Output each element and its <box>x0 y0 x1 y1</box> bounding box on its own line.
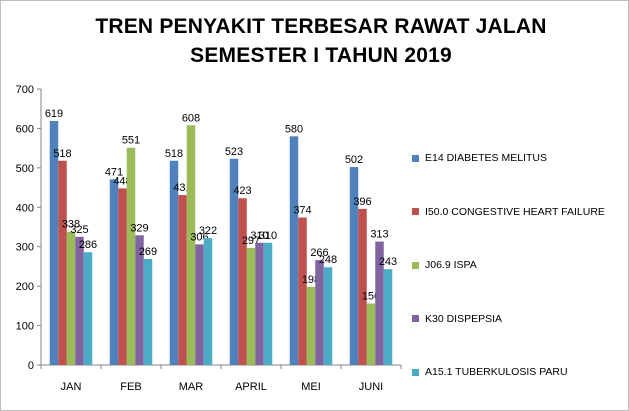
bar <box>203 238 213 365</box>
bar <box>83 252 93 365</box>
y-tick-label: 400 <box>16 202 34 214</box>
bar-value-label: 580 <box>285 123 303 135</box>
bar <box>366 303 376 365</box>
y-tick-label: 500 <box>16 163 34 175</box>
legend-label: A15.1 TUBERKULOSIS PARU <box>425 366 568 378</box>
bar <box>135 235 144 365</box>
bar-value-label: 518 <box>165 148 183 160</box>
bar <box>375 241 384 365</box>
bar <box>238 198 247 365</box>
bar <box>49 120 59 366</box>
x-tick-label: APRIL <box>235 381 267 393</box>
legend-swatch <box>412 154 419 162</box>
legend-item: J06.9 ISPA <box>412 258 477 272</box>
legend-item: K30 DISPEPSIA <box>412 312 502 326</box>
x-tick-label: JUNI <box>359 381 383 393</box>
x-tick-label: MEI <box>301 381 321 393</box>
bar <box>349 167 359 365</box>
bar <box>66 231 76 365</box>
bar-value-label: 619 <box>45 108 63 120</box>
legend-swatch <box>412 315 419 322</box>
bar <box>58 160 67 365</box>
x-tick-label: MAR <box>179 381 204 393</box>
bar <box>178 195 187 365</box>
legend-label: J06.9 ISPA <box>425 259 477 271</box>
bar <box>255 242 264 365</box>
bar <box>289 136 299 365</box>
chart-title-line2: SEMESTER I TAHUN 2019 <box>190 44 452 67</box>
bar-value-label: 325 <box>70 224 88 236</box>
y-tick-label: 300 <box>16 242 34 254</box>
bar <box>383 269 393 365</box>
legend-label: I50.0 CONGESTIVE HEART FAILURE <box>425 205 605 218</box>
bar-value-label: 502 <box>345 154 363 166</box>
bar-value-label: 313 <box>370 229 388 241</box>
bar <box>263 242 273 365</box>
bar-value-label: 310 <box>259 230 277 242</box>
legend-label: E14 DIABETES MELITUS <box>425 152 547 164</box>
bar <box>358 208 367 365</box>
bar <box>306 286 316 365</box>
bar <box>246 247 256 365</box>
bar <box>75 236 84 365</box>
bar <box>118 188 127 365</box>
chart-title-line1: TREN PENYAKIT TERBESAR RAWAT JALAN <box>95 15 547 38</box>
bar <box>126 147 136 365</box>
bar-value-label: 396 <box>353 196 371 208</box>
bar <box>315 260 324 365</box>
legend-item: A15.1 TUBERKULOSIS PARU <box>412 365 568 379</box>
bar-value-label: 286 <box>79 239 97 251</box>
bar <box>298 217 307 365</box>
bar-value-label: 329 <box>130 222 148 234</box>
bar-value-label: 608 <box>182 112 200 124</box>
bar-value-label: 310 <box>250 230 268 242</box>
bar <box>323 267 333 365</box>
y-tick-label: 100 <box>16 321 34 333</box>
bar <box>229 158 239 365</box>
bar-value-label: 471 <box>105 166 123 178</box>
legend-label: K30 DISPEPSIA <box>425 312 503 325</box>
bar <box>143 258 153 365</box>
legend-swatch <box>412 208 419 215</box>
bar <box>195 244 204 365</box>
legend-swatch <box>412 368 419 376</box>
y-tick-label: 200 <box>16 281 34 293</box>
x-tick-label: FEB <box>120 381 141 393</box>
bar-value-label: 269 <box>139 246 157 258</box>
bar-value-label: 551 <box>122 135 140 147</box>
bar-value-label: 374 <box>293 205 311 217</box>
bar-value-label: 423 <box>233 185 251 197</box>
y-tick-label: 0 <box>28 360 34 372</box>
bar-value-label: 322 <box>199 225 217 237</box>
bar-value-label: 523 <box>225 146 243 158</box>
bar-value-label: 266 <box>310 247 328 259</box>
y-tick-label: 700 <box>16 84 34 96</box>
bar <box>186 125 196 365</box>
bar <box>169 160 179 365</box>
legend-item: E14 DIABETES MELITUS <box>412 151 547 165</box>
bar-value-label: 243 <box>379 256 397 268</box>
bar <box>109 179 119 365</box>
y-tick-label: 600 <box>16 123 34 135</box>
legend-swatch <box>412 261 419 269</box>
legend-item: I50.0 CONGESTIVE HEART FAILURE <box>412 205 605 219</box>
bar-value-label: 518 <box>53 148 71 160</box>
bar-value-label: 338 <box>62 219 80 231</box>
bar-value-label: 248 <box>319 254 337 266</box>
x-tick-label: JAN <box>61 381 82 393</box>
